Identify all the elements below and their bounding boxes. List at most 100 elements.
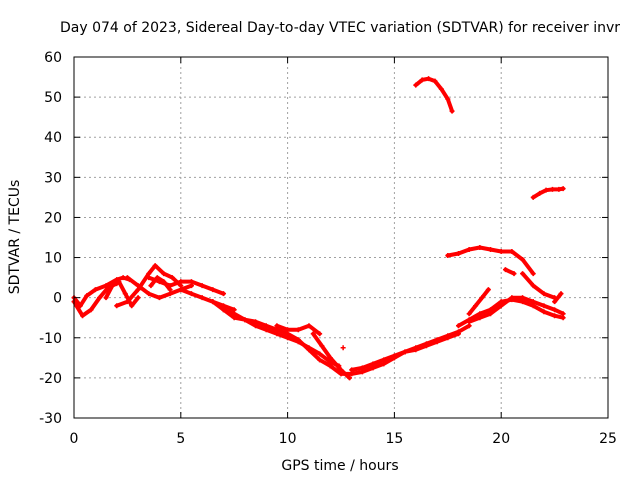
data-point — [285, 327, 291, 333]
data-point — [488, 311, 494, 317]
data-point — [391, 353, 397, 359]
data-point — [84, 293, 90, 299]
series-trace — [311, 331, 352, 380]
data-point — [199, 283, 205, 289]
data-point — [178, 279, 184, 285]
data-point — [560, 186, 566, 192]
data-point — [317, 331, 323, 337]
data-point — [188, 291, 194, 297]
data-point — [541, 309, 547, 315]
data-point — [502, 267, 508, 273]
data-point — [520, 257, 526, 263]
data-point — [340, 345, 346, 351]
y-tick-label: 20 — [44, 210, 62, 226]
plot-frame — [73, 56, 609, 419]
data-point — [509, 295, 515, 301]
data-point — [317, 351, 323, 357]
data-point — [549, 186, 555, 192]
series-trace — [413, 76, 455, 114]
data-point — [199, 295, 205, 301]
data-point — [319, 343, 325, 349]
data-point — [274, 331, 280, 337]
y-tick-label: 40 — [44, 130, 62, 146]
data-point — [210, 299, 216, 305]
x-tick-label: 15 — [385, 431, 403, 447]
data-point — [485, 287, 491, 293]
data-point — [92, 287, 98, 293]
data-point — [477, 245, 483, 251]
data-point — [541, 291, 547, 297]
data-point — [310, 331, 316, 337]
data-point — [511, 271, 517, 277]
data-point — [445, 96, 451, 102]
series-track-20 — [502, 267, 517, 277]
data-point — [88, 307, 94, 313]
data-point — [146, 275, 152, 281]
data-point — [152, 263, 158, 269]
x-tick-label: 0 — [70, 431, 79, 447]
series-trace — [328, 323, 472, 376]
series-trace — [210, 299, 333, 368]
series-track-8 — [178, 287, 237, 313]
data-point — [169, 275, 175, 281]
data-point — [455, 331, 461, 337]
data-point — [116, 279, 122, 285]
series-track-19 — [445, 245, 536, 277]
data-point — [359, 365, 365, 371]
data-point — [402, 349, 408, 355]
y-tick-label: -10 — [39, 331, 62, 347]
data-point — [498, 249, 504, 255]
data-point — [455, 251, 461, 257]
data-point — [80, 313, 86, 319]
y-axis-label: SDTVAR / TECUs — [7, 180, 23, 295]
data-point — [449, 108, 455, 114]
data-point — [473, 303, 479, 309]
data-point — [466, 319, 472, 325]
data-point — [274, 323, 280, 329]
series-trace — [178, 287, 237, 312]
data-point — [479, 295, 485, 301]
data-point — [477, 315, 483, 321]
data-point — [97, 295, 103, 301]
series-track-18 — [466, 287, 491, 317]
y-tick-label: 50 — [44, 90, 62, 106]
data-point — [129, 303, 135, 309]
data-point — [552, 307, 558, 313]
data-point — [419, 77, 425, 83]
data-point — [103, 295, 109, 301]
series-track-13 — [327, 323, 472, 377]
data-point — [285, 335, 291, 341]
data-point — [520, 295, 526, 301]
series-trace — [104, 279, 141, 308]
data-point — [167, 287, 173, 293]
data-point — [530, 299, 536, 305]
series-track-3 — [103, 279, 141, 309]
data-point — [552, 299, 558, 305]
data-point — [338, 371, 344, 377]
grid — [74, 57, 608, 418]
chart-title: Day 074 of 2023, Sidereal Day-to-day VTE… — [60, 20, 620, 36]
data-point — [135, 295, 141, 301]
data-point — [188, 279, 194, 285]
data-point — [466, 247, 472, 253]
data-point — [537, 190, 543, 196]
data-point — [295, 327, 301, 333]
data-point — [317, 357, 323, 363]
data-point — [135, 283, 141, 289]
data-point — [114, 303, 120, 309]
data-point — [438, 86, 444, 92]
series-trace — [221, 307, 341, 368]
series-track-23 — [413, 76, 455, 114]
data-point — [306, 345, 312, 351]
data-point — [455, 323, 461, 329]
data-point — [148, 283, 154, 289]
series-track-14 — [349, 331, 461, 373]
data-point — [541, 303, 547, 309]
data-point — [432, 78, 438, 84]
data-point — [434, 339, 440, 345]
data-point — [349, 367, 355, 373]
y-tick-label: 60 — [44, 50, 62, 66]
data-point — [370, 361, 376, 367]
data-point — [210, 287, 216, 293]
data-point — [124, 299, 130, 305]
